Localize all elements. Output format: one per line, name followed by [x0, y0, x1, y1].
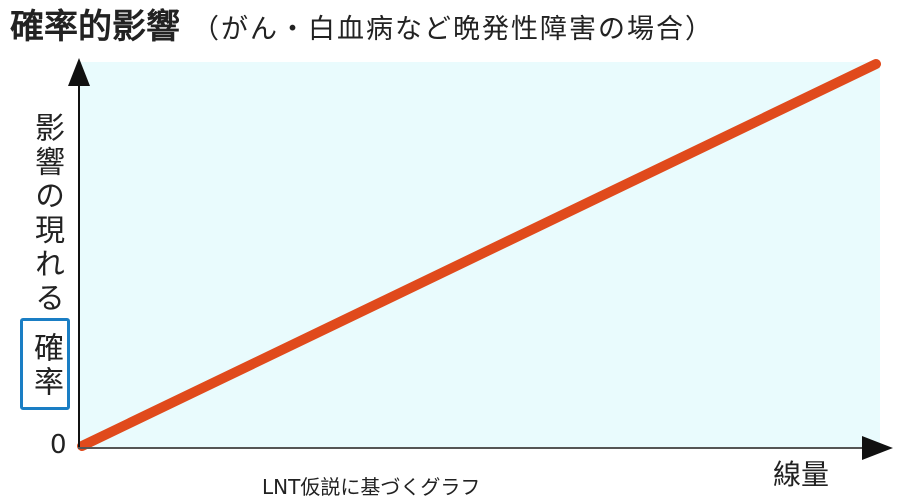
y-axis-arrowhead	[68, 58, 90, 86]
chart-subtitle: （がん・白血病など晩発性障害の場合）	[192, 14, 714, 45]
series-layer	[77, 59, 881, 451]
origin-tick-label: 0	[50, 430, 67, 460]
chart-caption: LNT仮説に基づくグラフ	[262, 475, 481, 499]
chart-title: 確率的影響	[10, 7, 180, 47]
series-line-1	[77, 59, 881, 451]
y-axis-label-highlight: 確率	[20, 318, 70, 410]
y-axis-label: 影響の現れる	[29, 112, 64, 316]
x-axis-arrowhead	[862, 436, 893, 460]
chart-title-row: 確率的影響 （がん・白血病など晩発性障害の場合）	[10, 6, 714, 51]
x-axis-label: 線量	[773, 458, 830, 491]
